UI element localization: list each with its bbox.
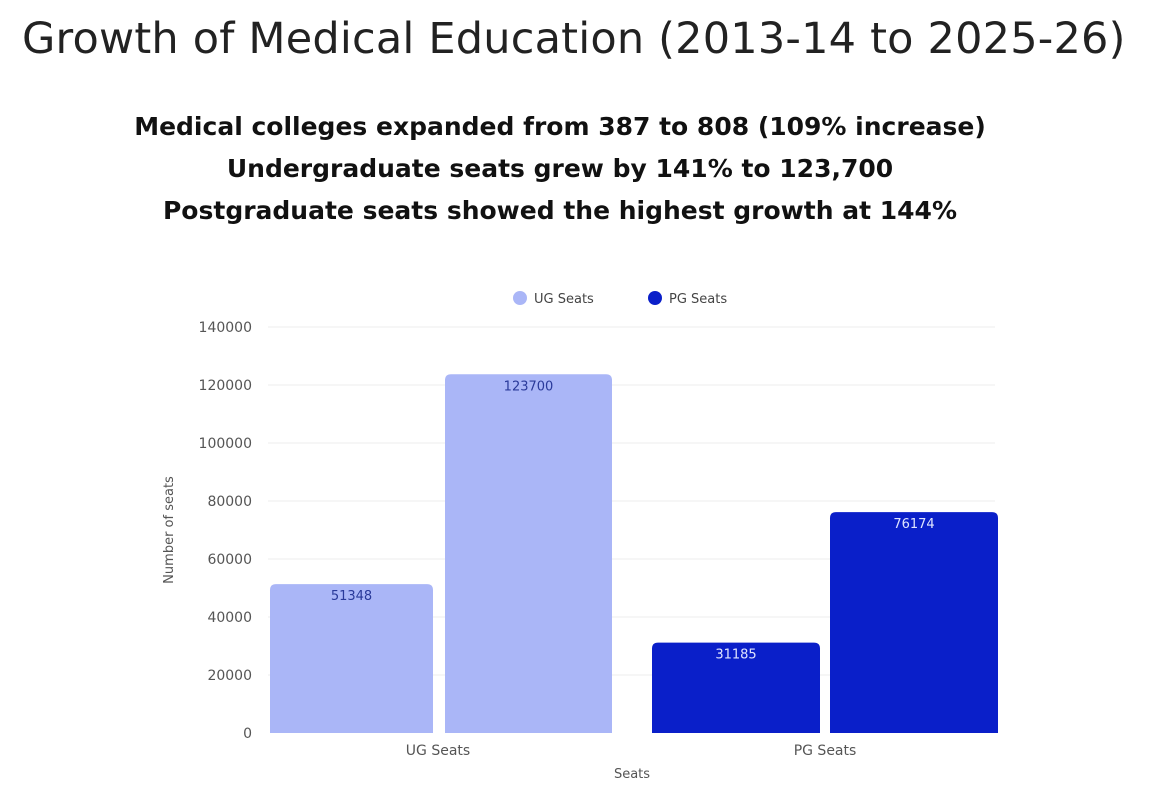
legend-pg-label: PG Seats xyxy=(669,292,727,307)
highlight-pg-seats: Postgraduate seats showed the highest gr… xyxy=(162,196,957,225)
y-tick-label: 60000 xyxy=(207,552,252,568)
bar xyxy=(652,642,820,733)
bar xyxy=(830,512,998,733)
highlight-ug-seats: Undergraduate seats grew by 141% to 123,… xyxy=(226,154,894,183)
chart-title: Growth of Medical Education (2013-14 to … xyxy=(22,14,1126,64)
bar xyxy=(445,374,612,733)
y-tick-label: 0 xyxy=(243,726,252,742)
x-axis-title: Seats xyxy=(614,767,650,782)
bar xyxy=(270,584,433,733)
bar-value-label: 31185 xyxy=(715,648,756,663)
legend-ug-marker xyxy=(513,291,527,305)
y-tick-label: 140000 xyxy=(199,320,252,336)
bar-value-label: 51348 xyxy=(331,589,372,604)
highlight-colleges: Medical colleges expanded from 387 to 80… xyxy=(134,112,986,141)
y-tick-label: 80000 xyxy=(207,494,252,510)
bar-value-label: 123700 xyxy=(504,379,554,394)
legend-pg-marker xyxy=(648,291,662,305)
y-tick-label: 100000 xyxy=(199,436,252,452)
x-tick-label: UG Seats xyxy=(406,743,470,759)
x-tick-label: PG Seats xyxy=(794,743,857,759)
highlights: Medical colleges expanded from 387 to 80… xyxy=(0,106,1120,232)
bar-value-label: 76174 xyxy=(893,517,934,532)
y-tick-label: 20000 xyxy=(207,668,252,684)
y-axis-title: Number of seats xyxy=(162,476,177,584)
y-tick-label: 40000 xyxy=(207,610,252,626)
legend-ug-label: UG Seats xyxy=(534,292,594,307)
y-tick-label: 120000 xyxy=(199,378,252,394)
